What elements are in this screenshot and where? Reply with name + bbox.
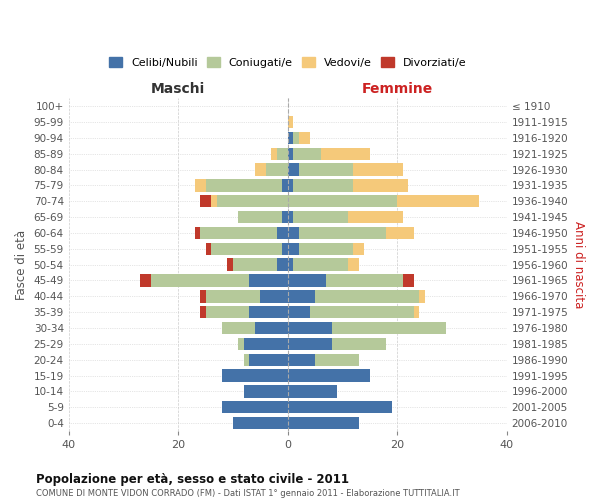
Bar <box>326 274 403 286</box>
Bar <box>277 258 287 271</box>
Bar <box>299 227 386 239</box>
Bar <box>287 116 293 128</box>
Bar <box>299 164 353 176</box>
Bar <box>353 180 408 192</box>
Bar <box>287 401 392 413</box>
Bar <box>287 274 326 286</box>
Bar <box>282 211 287 224</box>
Bar <box>287 258 293 271</box>
Bar <box>244 385 287 398</box>
Bar <box>282 242 287 255</box>
Bar <box>206 180 282 192</box>
Bar <box>348 258 359 271</box>
Bar <box>310 306 413 318</box>
Text: Maschi: Maschi <box>151 82 205 96</box>
Bar <box>353 242 364 255</box>
Bar <box>315 354 359 366</box>
Bar <box>287 148 293 160</box>
Bar <box>353 164 403 176</box>
Bar <box>211 242 282 255</box>
Bar <box>244 354 250 366</box>
Bar <box>293 211 348 224</box>
Bar <box>255 164 266 176</box>
Text: COMUNE DI MONTE VIDON CORRADO (FM) - Dati ISTAT 1° gennaio 2011 - Elaborazione T: COMUNE DI MONTE VIDON CORRADO (FM) - Dat… <box>36 489 460 498</box>
Legend: Celibi/Nubili, Coniugati/e, Vedovi/e, Divorziati/e: Celibi/Nubili, Coniugati/e, Vedovi/e, Di… <box>109 58 467 68</box>
Text: Popolazione per età, sesso e stato civile - 2011: Popolazione per età, sesso e stato civil… <box>36 472 349 486</box>
Bar <box>206 290 260 302</box>
Bar <box>287 385 337 398</box>
Bar <box>227 258 233 271</box>
Bar <box>255 322 287 334</box>
Bar <box>299 242 353 255</box>
Bar <box>238 338 244 350</box>
Bar <box>320 148 370 160</box>
Bar <box>293 132 299 144</box>
Bar <box>413 306 419 318</box>
Bar <box>260 290 287 302</box>
Bar <box>287 338 331 350</box>
Bar <box>200 306 206 318</box>
Bar <box>266 164 287 176</box>
Bar <box>287 242 299 255</box>
Bar <box>386 227 413 239</box>
Bar <box>277 227 287 239</box>
Bar <box>233 258 277 271</box>
Bar <box>233 417 287 429</box>
Bar <box>222 401 287 413</box>
Bar <box>287 211 293 224</box>
Bar <box>222 370 287 382</box>
Bar <box>287 322 331 334</box>
Bar <box>194 227 200 239</box>
Bar <box>287 195 397 207</box>
Bar <box>222 322 255 334</box>
Bar <box>287 164 299 176</box>
Bar <box>419 290 425 302</box>
Bar <box>331 338 386 350</box>
Bar <box>200 227 277 239</box>
Bar <box>287 370 370 382</box>
Bar <box>293 180 353 192</box>
Bar <box>238 211 282 224</box>
Bar <box>194 180 206 192</box>
Bar <box>293 148 320 160</box>
Bar <box>315 290 419 302</box>
Bar <box>287 227 299 239</box>
Bar <box>250 306 287 318</box>
Bar <box>331 322 446 334</box>
Bar <box>217 195 287 207</box>
Bar <box>206 306 250 318</box>
Bar <box>271 148 277 160</box>
Bar <box>250 354 287 366</box>
Bar <box>299 132 310 144</box>
Bar <box>287 354 315 366</box>
Bar <box>287 132 293 144</box>
Bar <box>206 242 211 255</box>
Bar <box>293 258 348 271</box>
Text: Femmine: Femmine <box>362 82 433 96</box>
Bar <box>200 290 206 302</box>
Bar <box>277 148 287 160</box>
Bar <box>151 274 250 286</box>
Y-axis label: Anni di nascita: Anni di nascita <box>572 221 585 308</box>
Bar <box>403 274 413 286</box>
Bar <box>287 417 359 429</box>
Bar <box>211 195 217 207</box>
Bar <box>282 180 287 192</box>
Bar <box>140 274 151 286</box>
Y-axis label: Fasce di età: Fasce di età <box>15 230 28 300</box>
Bar <box>348 211 403 224</box>
Bar <box>287 306 310 318</box>
Bar <box>200 195 211 207</box>
Bar <box>287 180 293 192</box>
Bar <box>397 195 479 207</box>
Bar <box>244 338 287 350</box>
Bar <box>287 290 315 302</box>
Bar <box>250 274 287 286</box>
